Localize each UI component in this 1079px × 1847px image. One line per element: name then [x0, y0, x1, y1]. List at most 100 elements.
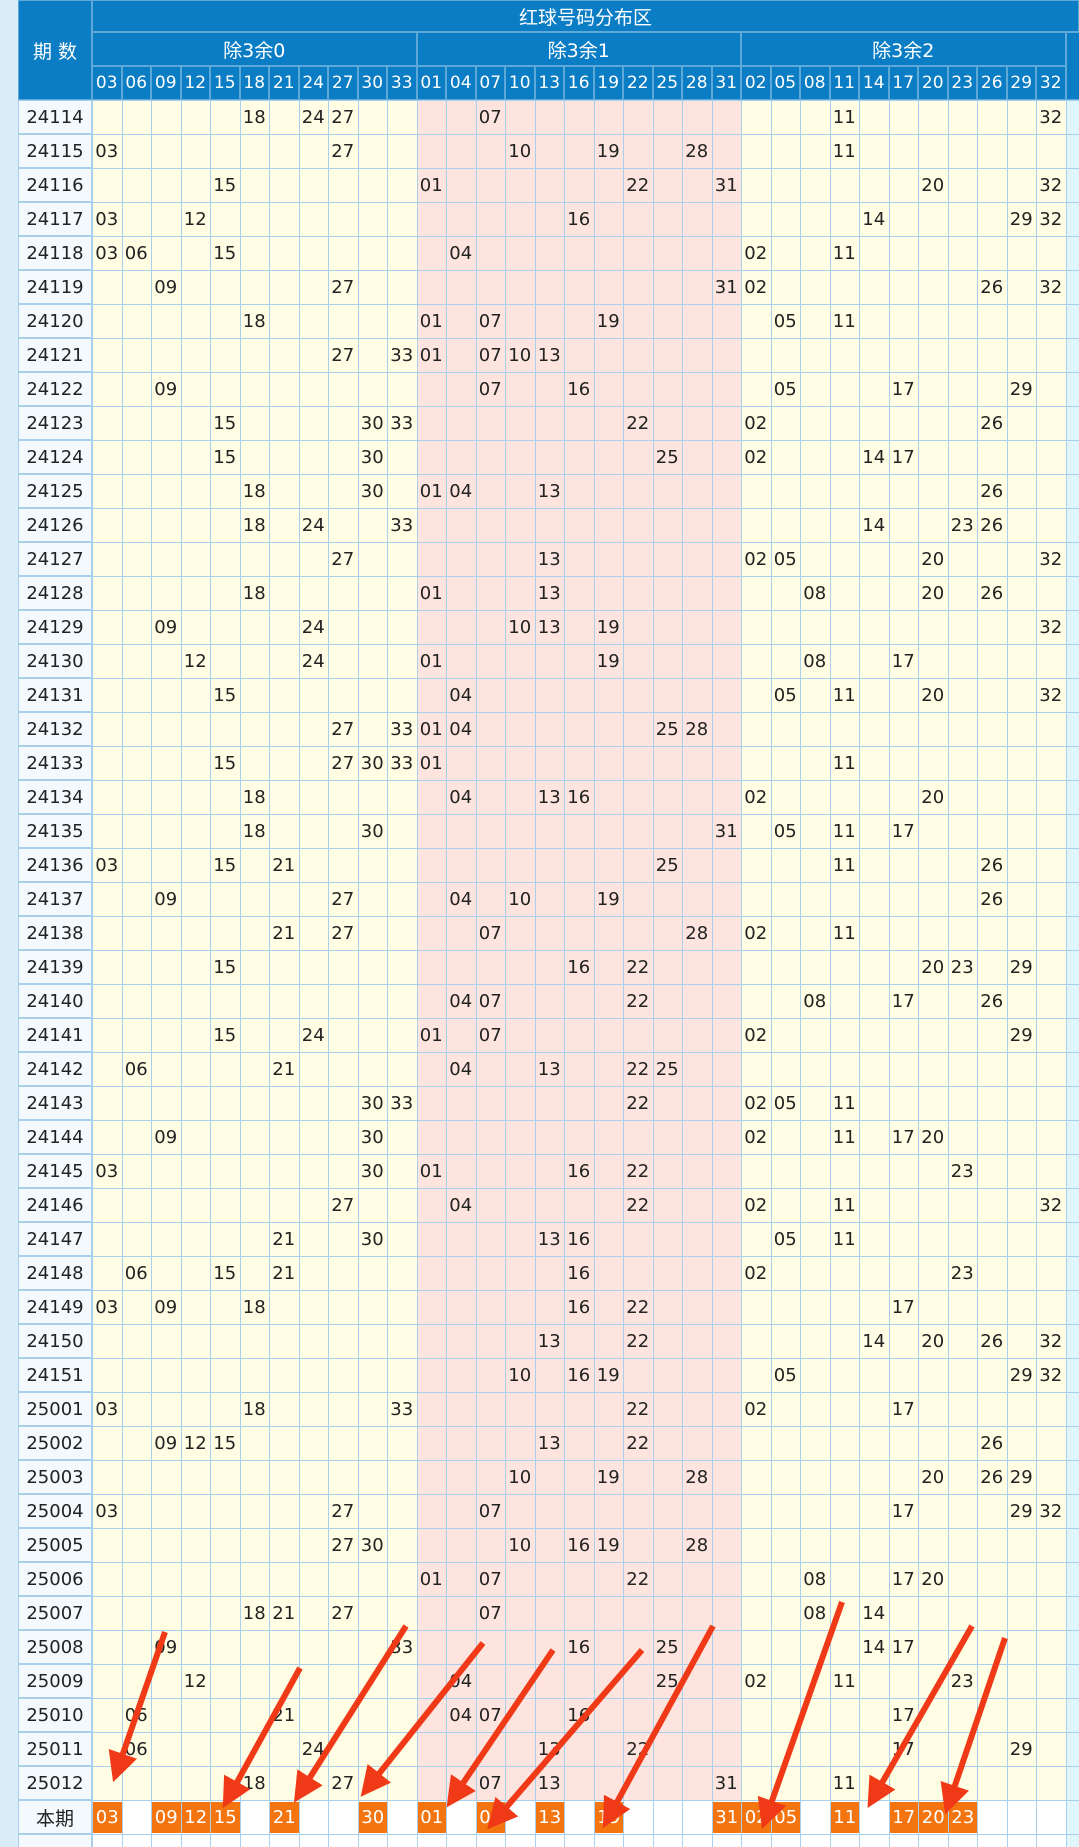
- grid-cell: [151, 134, 182, 169]
- grid-cell: [947, 338, 978, 373]
- grid-cell: [682, 508, 713, 543]
- grid-cell: [977, 338, 1008, 373]
- column-header: 22: [623, 66, 653, 100]
- grid-cell: [564, 202, 595, 237]
- grid-cell: [829, 508, 860, 543]
- grid-cell: [1036, 440, 1067, 475]
- grid-cell: [446, 610, 477, 645]
- grid-cell: [1006, 236, 1037, 271]
- grid-cell: [918, 406, 949, 441]
- period-cell: [18, 304, 92, 338]
- grid-cell: [387, 100, 418, 135]
- grid-cell: [888, 236, 919, 271]
- grid-cell: [151, 100, 182, 135]
- grid-cell: [328, 372, 359, 407]
- grid-cell: [1006, 270, 1037, 305]
- period-cell: [18, 474, 92, 508]
- grid-cell: [741, 168, 772, 203]
- grid-cell: [652, 100, 683, 135]
- grid-cell: [180, 610, 211, 645]
- grid-cell: [269, 542, 300, 577]
- grid-cell: [564, 236, 595, 271]
- column-header: 17: [888, 66, 918, 100]
- grid-cell: [711, 270, 742, 305]
- grid-cell: [357, 270, 388, 305]
- grid-cell: [623, 542, 654, 577]
- column-header: 18: [239, 66, 269, 100]
- grid-cell: [210, 134, 241, 169]
- period-cell: [18, 440, 92, 474]
- period-cell: [18, 168, 92, 202]
- column-header: 15: [210, 66, 240, 100]
- grid-cell: [652, 338, 683, 373]
- column-header: 24: [298, 66, 328, 100]
- grid-cell: [682, 542, 713, 577]
- grid-cell: [357, 576, 388, 611]
- period-cell: [18, 134, 92, 168]
- grid-cell: [947, 202, 978, 237]
- grid-cell: [328, 440, 359, 475]
- grid-cell: [564, 576, 595, 611]
- grid-cell: [475, 576, 506, 611]
- grid-cell: [741, 134, 772, 169]
- grid-cell: [977, 576, 1008, 611]
- grid-cell: [829, 542, 860, 577]
- period-cell: [18, 100, 92, 134]
- column-header: 19: [593, 66, 623, 100]
- grid-cell: [505, 440, 536, 475]
- grid-cell: [623, 508, 654, 543]
- grid-cell: [180, 134, 211, 169]
- grid-cell: [92, 202, 123, 237]
- grid-cell: [416, 270, 447, 305]
- grid-cell: [475, 236, 506, 271]
- grid-cell: [918, 542, 949, 577]
- grid-cell: [239, 610, 270, 645]
- grid-cell: [534, 338, 565, 373]
- grid-cell: [180, 236, 211, 271]
- grid-cell: [446, 304, 477, 339]
- grid-cell: [505, 236, 536, 271]
- grid-cell: [210, 406, 241, 441]
- grid-cell: [918, 610, 949, 645]
- grid-cell: [800, 236, 831, 271]
- grid-cell: [210, 168, 241, 203]
- column-header: 31: [711, 66, 741, 100]
- column-header: 05: [770, 66, 800, 100]
- grid-cell: [593, 202, 624, 237]
- grid-cell: [180, 202, 211, 237]
- column-header: 03: [92, 66, 122, 100]
- grid-cell: [298, 406, 329, 441]
- grid-cell: [1006, 338, 1037, 373]
- period-header: 期 数: [18, 0, 92, 100]
- grid-cell: [623, 474, 654, 509]
- grid-cell: [1006, 474, 1037, 509]
- group-header: 除3余2: [741, 32, 1066, 66]
- grid-cell: [180, 270, 211, 305]
- grid-cell: [121, 168, 152, 203]
- grid-cell: [1036, 202, 1067, 237]
- column-header: 28: [682, 66, 712, 100]
- column-header: [1065, 32, 1079, 100]
- grid-cell: [446, 372, 477, 407]
- period-cell: [18, 202, 92, 236]
- grid-cell: [357, 168, 388, 203]
- grid-cell: [829, 202, 860, 237]
- grid-cell: [652, 508, 683, 543]
- grid-cell: [239, 372, 270, 407]
- grid-cell: [564, 134, 595, 169]
- column-header: 13: [534, 66, 564, 100]
- grid-cell: [475, 542, 506, 577]
- grid-cell: [741, 508, 772, 543]
- grid-cell: [977, 202, 1008, 237]
- group-header: 除3余0: [92, 32, 417, 66]
- grid-cell: [92, 100, 123, 135]
- grid-cell: [387, 508, 418, 543]
- period-cell: [18, 236, 92, 270]
- grid-cell: [652, 236, 683, 271]
- grid-cell: [623, 576, 654, 611]
- grid-cell: [180, 338, 211, 373]
- grid-cell: [1006, 542, 1037, 577]
- column-header: 07: [475, 66, 505, 100]
- grid-cell: [180, 542, 211, 577]
- grid-cell: [475, 406, 506, 441]
